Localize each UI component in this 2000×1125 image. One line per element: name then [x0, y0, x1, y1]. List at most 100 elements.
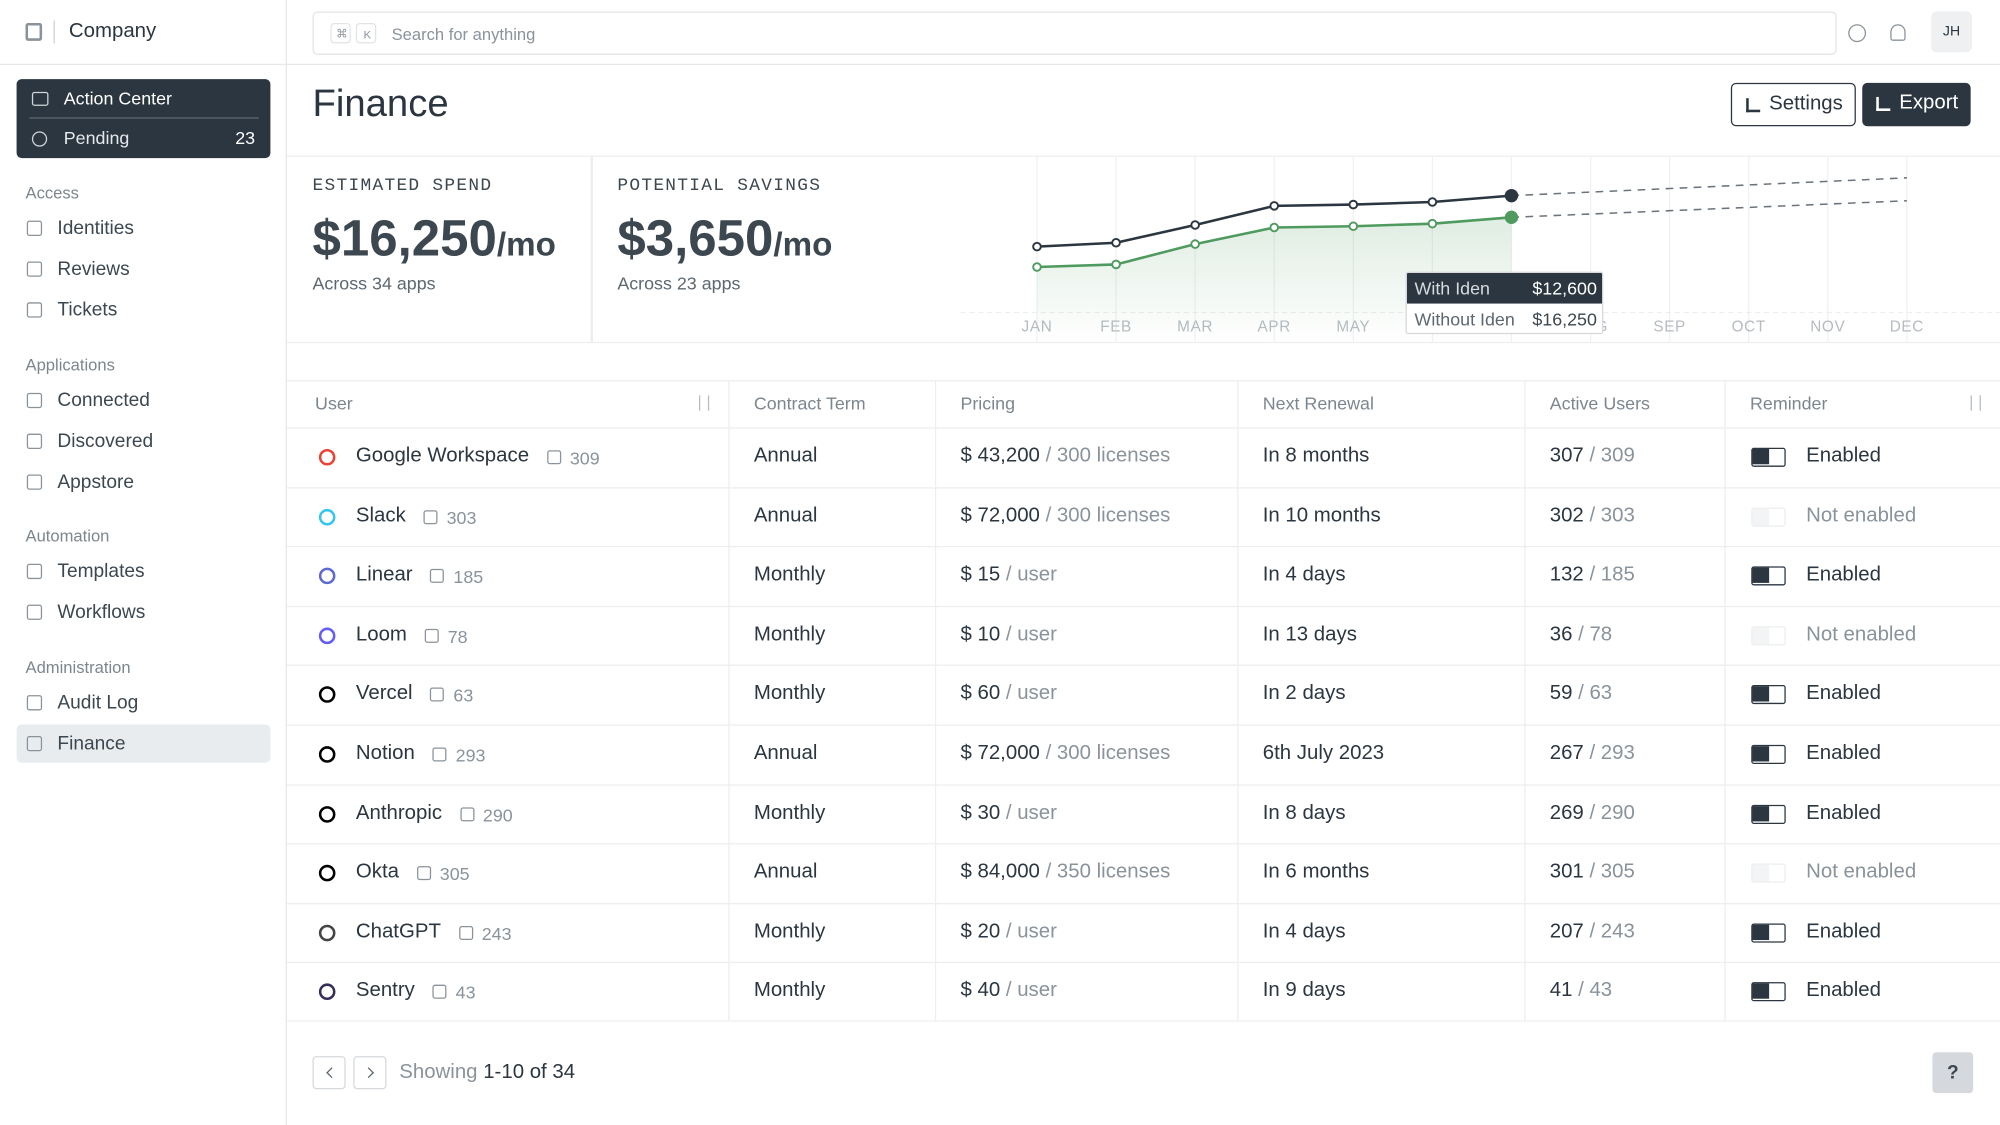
pricing: $ 84,000 / 350 licenses — [960, 861, 1170, 884]
app-name[interactable]: Google Workspace — [355, 445, 530, 467]
point — [1111, 237, 1121, 248]
avatar[interactable]: JH — [1931, 11, 1972, 53]
nav-item[interactable]: Appstore — [57, 471, 134, 493]
nav-item[interactable]: Templates — [57, 560, 145, 583]
nav-item[interactable]: Tickets — [57, 299, 118, 321]
nav-icon — [26, 433, 43, 449]
row-border — [286, 962, 2000, 964]
nav-icon — [26, 220, 43, 236]
contract-term: Monthly — [753, 920, 826, 943]
app-name[interactable]: Okta — [355, 861, 399, 883]
kpi-border-bottom — [286, 341, 2000, 344]
contract-term: Annual — [753, 445, 818, 467]
col-sep — [1237, 380, 1239, 1021]
app-name[interactable]: Notion — [355, 742, 415, 765]
pricing: $ 40 / user — [960, 980, 1056, 1003]
nav-item[interactable]: Connected — [57, 389, 150, 412]
button[interactable]: Export — [1862, 82, 1971, 127]
row-border — [286, 427, 2000, 429]
pending-count: 23 — [235, 127, 256, 148]
app-icon — [318, 448, 336, 466]
page-button[interactable] — [312, 1056, 346, 1090]
nav-icon — [26, 563, 43, 580]
app-name[interactable]: Anthropic — [355, 801, 443, 824]
price-unit: / 300 licenses — [1045, 742, 1171, 765]
bell-icon[interactable] — [1890, 24, 1906, 41]
kpi-unit: /mo — [496, 225, 556, 264]
month-label: DEC — [1890, 319, 1924, 336]
nav-item[interactable]: Finance — [57, 732, 126, 755]
toggle[interactable] — [1751, 626, 1786, 646]
seat-count: 185 — [453, 566, 484, 587]
next-renewal: In 6 months — [1262, 861, 1370, 883]
kpi-label: POTENTIAL SAVINGS — [617, 176, 822, 197]
total: / 243 — [1589, 920, 1635, 943]
app-icon — [318, 627, 336, 644]
reminder-label: Not enabled — [1806, 504, 1917, 527]
price-unit: / user — [1005, 920, 1057, 943]
seat-icon — [432, 985, 447, 1000]
active: 302 — [1549, 504, 1584, 527]
price: $ 60 — [960, 682, 1001, 705]
help-icon[interactable] — [1848, 24, 1867, 43]
row-border — [286, 724, 2000, 726]
column-header: User — [315, 392, 353, 414]
toggle[interactable] — [1751, 566, 1786, 586]
toggle[interactable] — [1751, 507, 1786, 527]
active: 307 — [1549, 445, 1584, 467]
action-center[interactable]: Action Center Pending 23 — [16, 79, 271, 159]
nav-icon — [26, 604, 43, 620]
active: 301 — [1549, 861, 1584, 883]
nav-item[interactable]: Discovered — [57, 430, 154, 453]
next-renewal: In 8 days — [1262, 801, 1346, 824]
nav-item[interactable]: Reviews — [57, 258, 130, 280]
seat-icon — [459, 806, 474, 821]
icon — [31, 91, 49, 106]
active: 36 — [1549, 623, 1573, 646]
point — [1504, 188, 1519, 203]
nav-item[interactable]: Identities — [57, 217, 134, 240]
search-box[interactable]: ⌘ K Search for anything — [312, 11, 1837, 55]
button[interactable]: Settings — [1730, 82, 1856, 127]
app-name[interactable]: Slack — [355, 504, 406, 527]
app-icon — [318, 746, 336, 763]
seat-icon — [546, 450, 561, 465]
toggle-knob — [1752, 746, 1770, 762]
toggle[interactable] — [1751, 863, 1786, 883]
app-name[interactable]: ChatGPT — [355, 920, 441, 943]
spend-chart: JANFEBMARAPRMAYJUNJULAUGSEPOCTNOVDEC — [960, 155, 2000, 342]
button-label: Settings — [1769, 93, 1843, 115]
app-name[interactable]: Sentry — [355, 980, 415, 1002]
app-name[interactable]: Vercel — [355, 682, 413, 705]
row-border — [286, 665, 2000, 667]
help-button[interactable]: ? — [1932, 1052, 1974, 1094]
column-header: Next Renewal — [1262, 392, 1374, 414]
avatar-initials: JH — [1942, 24, 1961, 40]
col-sep — [728, 380, 730, 1021]
reminder-label: Not enabled — [1806, 623, 1917, 646]
point — [1348, 199, 1359, 210]
price-unit: / user — [1005, 564, 1057, 586]
nav-item[interactable]: Audit Log — [57, 691, 139, 714]
page-button[interactable] — [353, 1056, 387, 1090]
seat-icon — [423, 509, 438, 524]
nav-item[interactable]: Workflows — [57, 601, 146, 624]
pricing: $ 10 / user — [960, 623, 1056, 646]
toggle-knob — [1752, 983, 1770, 1000]
app-name[interactable]: Linear — [355, 564, 413, 586]
active-users: 41 / 43 — [1550, 980, 1612, 1003]
app-name[interactable]: Loom — [355, 623, 407, 646]
toggle[interactable] — [1751, 982, 1786, 1002]
next-renewal: In 4 days — [1262, 564, 1346, 586]
active-users: 301 / 305 — [1550, 861, 1635, 884]
pricing: $ 30 / user — [960, 802, 1056, 825]
kpi-number: $3,650 — [617, 211, 774, 268]
point — [1269, 201, 1280, 211]
toggle[interactable] — [1751, 923, 1786, 943]
nav-icon — [26, 302, 43, 318]
toggle[interactable] — [1751, 804, 1786, 824]
toggle[interactable] — [1751, 447, 1786, 467]
toggle[interactable] — [1751, 744, 1786, 765]
total: / 78 — [1578, 623, 1613, 646]
toggle[interactable] — [1751, 685, 1786, 705]
